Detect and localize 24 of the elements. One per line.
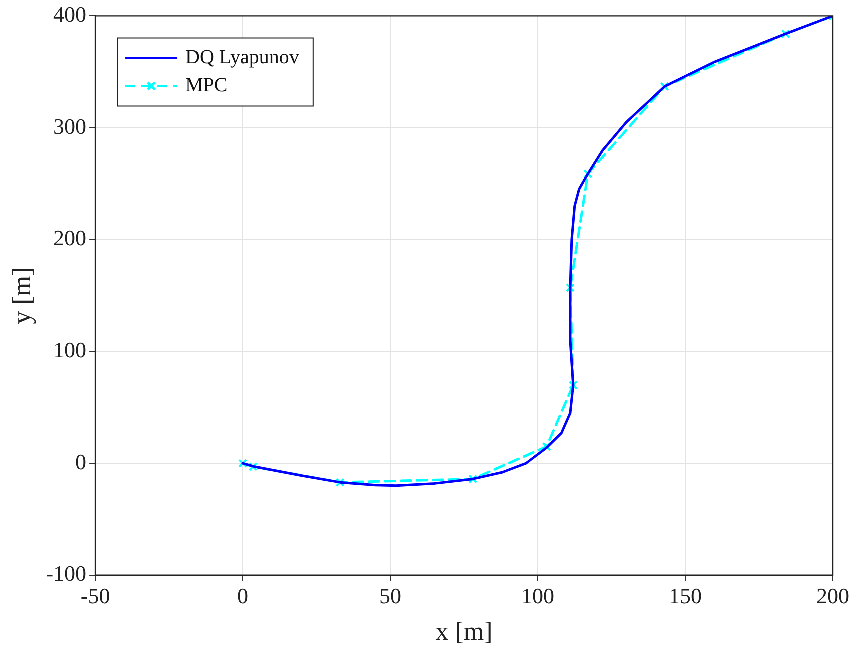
point <box>584 169 593 178</box>
x-axis-title: x [m] <box>436 617 493 646</box>
point <box>336 478 345 488</box>
point <box>660 82 670 92</box>
point <box>468 474 478 484</box>
y-axis-title: y [m] <box>7 267 36 324</box>
point <box>566 283 575 293</box>
x-tick-label: 50 <box>380 583 402 608</box>
x-tick-label: 150 <box>669 583 702 608</box>
x-tick-label: 0 <box>238 583 249 608</box>
y-tick-label: 0 <box>76 449 87 474</box>
point <box>568 380 578 390</box>
point <box>542 442 552 452</box>
y-tick-label: 400 <box>54 2 87 27</box>
point <box>781 30 790 39</box>
point <box>238 459 248 468</box>
legend-label: MPC <box>186 74 228 96</box>
y-tick-label: 200 <box>54 226 87 251</box>
x-tick-label: 200 <box>816 583 850 608</box>
legend-label: DQ Lyapunov <box>186 46 300 68</box>
x-tick-label: 100 <box>522 583 555 608</box>
point <box>248 462 258 472</box>
y-tick-label: 100 <box>54 338 87 362</box>
y-tick-label: 300 <box>54 114 87 139</box>
